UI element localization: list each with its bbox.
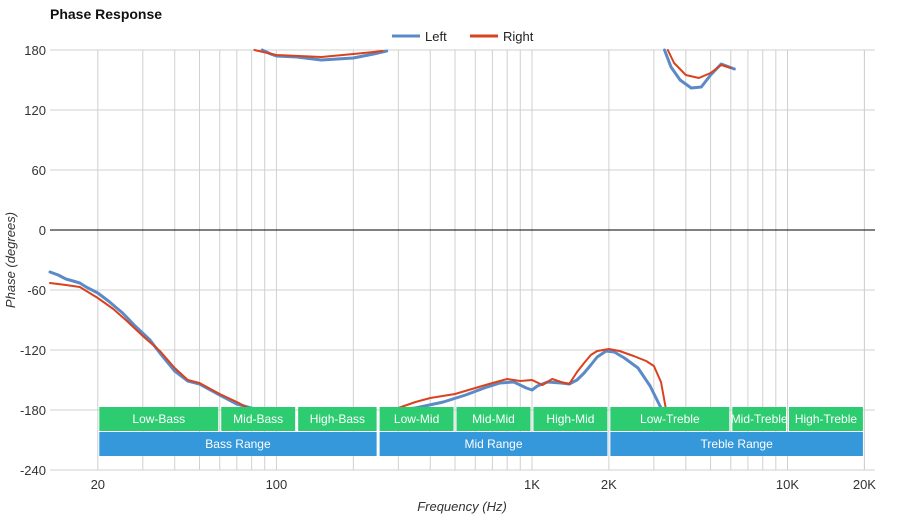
x-tick-label: 20K: [853, 477, 876, 492]
x-tick-label: 100: [266, 477, 288, 492]
band-low-treble: Low-Treble: [610, 407, 730, 431]
y-tick-label: 60: [32, 163, 46, 178]
band-box: [298, 407, 377, 431]
x-tick-label: 20: [91, 477, 105, 492]
range-box: [610, 432, 863, 456]
range-label: Treble Range: [701, 437, 774, 451]
range-mid-range: Mid Range: [379, 432, 608, 456]
x-axis-label: Frequency (Hz): [417, 499, 507, 514]
y-axis-label: Phase (degrees): [3, 212, 18, 308]
band-label: Mid-Bass: [233, 412, 283, 426]
series-line-right: [49, 49, 732, 411]
band-box: [456, 407, 531, 431]
range-box: [99, 432, 377, 456]
range-label: Bass Range: [205, 437, 271, 451]
legend-label-left: Left: [425, 29, 447, 44]
y-tick-label: 180: [24, 43, 46, 58]
y-tick-label: -120: [20, 343, 46, 358]
series-line-left: [48, 48, 736, 412]
range-label: Mid Range: [464, 437, 522, 451]
range-treble-range: Treble Range: [610, 432, 863, 456]
frequency-bands: Low-Bass Mid-Bass High-Bass Low-Mid Mid-Mid H…: [99, 407, 863, 456]
band-low-bass: Low-Bass: [99, 407, 219, 431]
band-mid-bass: Mid-Bass: [221, 407, 296, 431]
x-tick-label: 2K: [601, 477, 617, 492]
band-label: Mid-Mid: [472, 412, 515, 426]
band-mid-mid: Mid-Mid: [456, 407, 531, 431]
y-tick-label: -240: [20, 463, 46, 478]
chart-title: Phase Response: [50, 6, 162, 22]
band-box: [221, 407, 296, 431]
band-box: [99, 407, 219, 431]
band-box: [788, 407, 863, 431]
band-label: Mid-Treble: [731, 412, 788, 426]
band-label: High-Mid: [546, 412, 594, 426]
band-label: Low-Mid: [394, 412, 439, 426]
legend: Left Right: [392, 29, 534, 44]
y-tick-label: 120: [24, 103, 46, 118]
band-label: High-Treble: [795, 412, 858, 426]
band-mid-treble: Mid-Treble: [731, 407, 788, 431]
band-box: [732, 407, 786, 431]
band-high-bass: High-Bass: [298, 407, 377, 431]
band-high-mid: High-Mid: [533, 407, 608, 431]
band-label: Low-Treble: [640, 412, 700, 426]
range-bass-range: Bass Range: [99, 432, 377, 456]
y-tick-labels: 180 120 60 0 -60 -120 -180 -240: [20, 43, 46, 478]
y-tick-label: -180: [20, 403, 46, 418]
band-low-mid: Low-Mid: [379, 407, 454, 431]
legend-label-right: Right: [503, 29, 534, 44]
band-box: [379, 407, 454, 431]
band-box: [610, 407, 730, 431]
band-high-treble: High-Treble: [788, 407, 863, 431]
band-label: Low-Bass: [132, 412, 185, 426]
x-tick-label: 10K: [776, 477, 799, 492]
band-label: High-Bass: [310, 412, 365, 426]
range-box: [379, 432, 608, 456]
x-tick-labels: 20 100 1K 2K 10K 20K: [91, 477, 877, 492]
y-tick-label: -60: [27, 283, 46, 298]
band-box: [533, 407, 608, 431]
y-tick-label: 0: [39, 223, 46, 238]
series-lines: [48, 48, 736, 412]
x-tick-label: 1K: [524, 477, 540, 492]
